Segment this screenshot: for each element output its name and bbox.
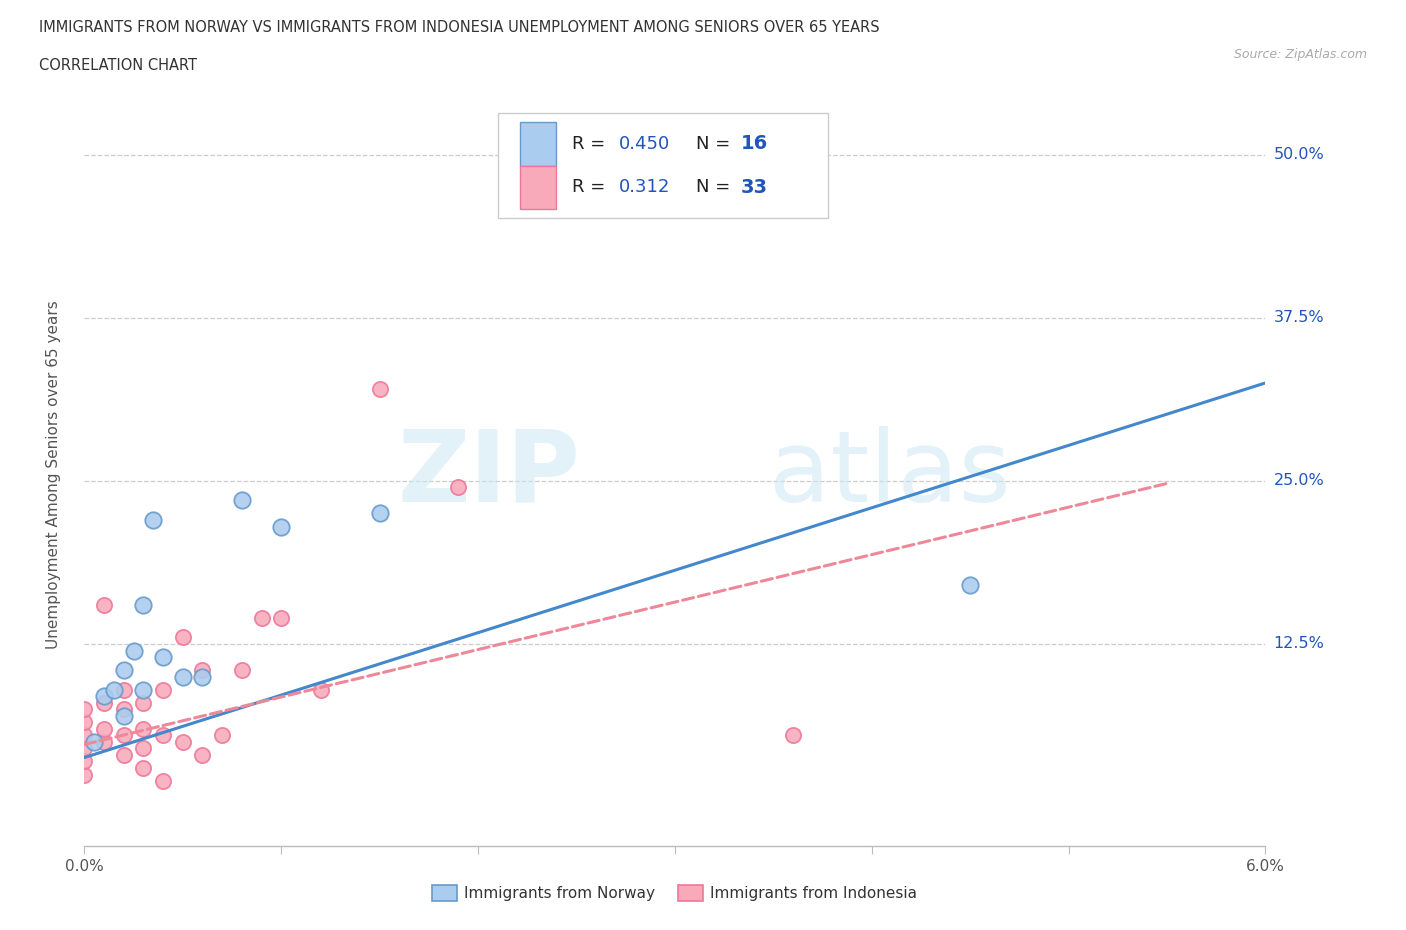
Point: [112, 683, 135, 698]
Point: [83, 735, 105, 750]
Point: [250, 610, 273, 625]
Point: [112, 702, 135, 717]
Point: [152, 683, 174, 698]
Text: N =: N =: [696, 179, 730, 196]
Text: 50.0%: 50.0%: [1274, 147, 1324, 162]
Point: [172, 630, 194, 644]
Point: [231, 663, 253, 678]
Point: [152, 649, 174, 664]
Text: Source: ZipAtlas.com: Source: ZipAtlas.com: [1233, 48, 1367, 61]
Point: [73, 754, 96, 769]
Point: [211, 728, 233, 743]
Point: [93, 689, 115, 704]
Point: [142, 512, 165, 527]
Point: [73, 715, 96, 730]
Point: [122, 643, 145, 658]
Text: 0.450: 0.450: [620, 135, 671, 153]
Point: [103, 683, 125, 698]
Point: [191, 670, 214, 684]
Point: [73, 741, 96, 756]
Text: R =: R =: [572, 135, 606, 153]
Text: IMMIGRANTS FROM NORWAY VS IMMIGRANTS FROM INDONESIA UNEMPLOYMENT AMONG SENIORS O: IMMIGRANTS FROM NORWAY VS IMMIGRANTS FRO…: [39, 20, 880, 35]
Point: [93, 735, 115, 750]
Point: [132, 761, 155, 776]
Point: [112, 709, 135, 724]
Point: [73, 767, 96, 782]
Text: 12.5%: 12.5%: [1274, 636, 1324, 652]
Point: [132, 597, 155, 612]
Point: [112, 728, 135, 743]
Point: [73, 702, 96, 717]
Legend: Immigrants from Norway, Immigrants from Indonesia: Immigrants from Norway, Immigrants from …: [426, 879, 924, 907]
Point: [309, 683, 332, 698]
Point: [270, 519, 292, 534]
Point: [231, 493, 253, 508]
Point: [93, 696, 115, 711]
Text: 37.5%: 37.5%: [1274, 311, 1324, 325]
Point: [172, 670, 194, 684]
Y-axis label: Unemployment Among Seniors over 65 years: Unemployment Among Seniors over 65 years: [46, 300, 60, 649]
Text: CORRELATION CHART: CORRELATION CHART: [39, 58, 197, 73]
Text: R =: R =: [572, 179, 606, 196]
Text: ZIP: ZIP: [398, 426, 581, 523]
Point: [112, 748, 135, 763]
Point: [152, 728, 174, 743]
Point: [152, 774, 174, 789]
Point: [447, 480, 470, 495]
Text: 33: 33: [741, 178, 768, 196]
Point: [132, 741, 155, 756]
Point: [93, 722, 115, 737]
Text: 0.312: 0.312: [620, 179, 671, 196]
Point: [172, 735, 194, 750]
Point: [959, 578, 981, 592]
Point: [73, 728, 96, 743]
Text: 16: 16: [741, 135, 768, 153]
Text: atlas: atlas: [769, 426, 1011, 523]
Point: [132, 722, 155, 737]
Point: [270, 610, 292, 625]
FancyBboxPatch shape: [520, 166, 555, 208]
FancyBboxPatch shape: [520, 123, 555, 166]
Point: [93, 597, 115, 612]
Point: [368, 382, 391, 397]
Point: [132, 696, 155, 711]
Point: [112, 663, 135, 678]
Point: [132, 683, 155, 698]
Point: [191, 663, 214, 678]
Text: 25.0%: 25.0%: [1274, 473, 1324, 488]
FancyBboxPatch shape: [498, 113, 828, 218]
Point: [368, 506, 391, 521]
Point: [191, 748, 214, 763]
Point: [782, 728, 804, 743]
Text: N =: N =: [696, 135, 730, 153]
